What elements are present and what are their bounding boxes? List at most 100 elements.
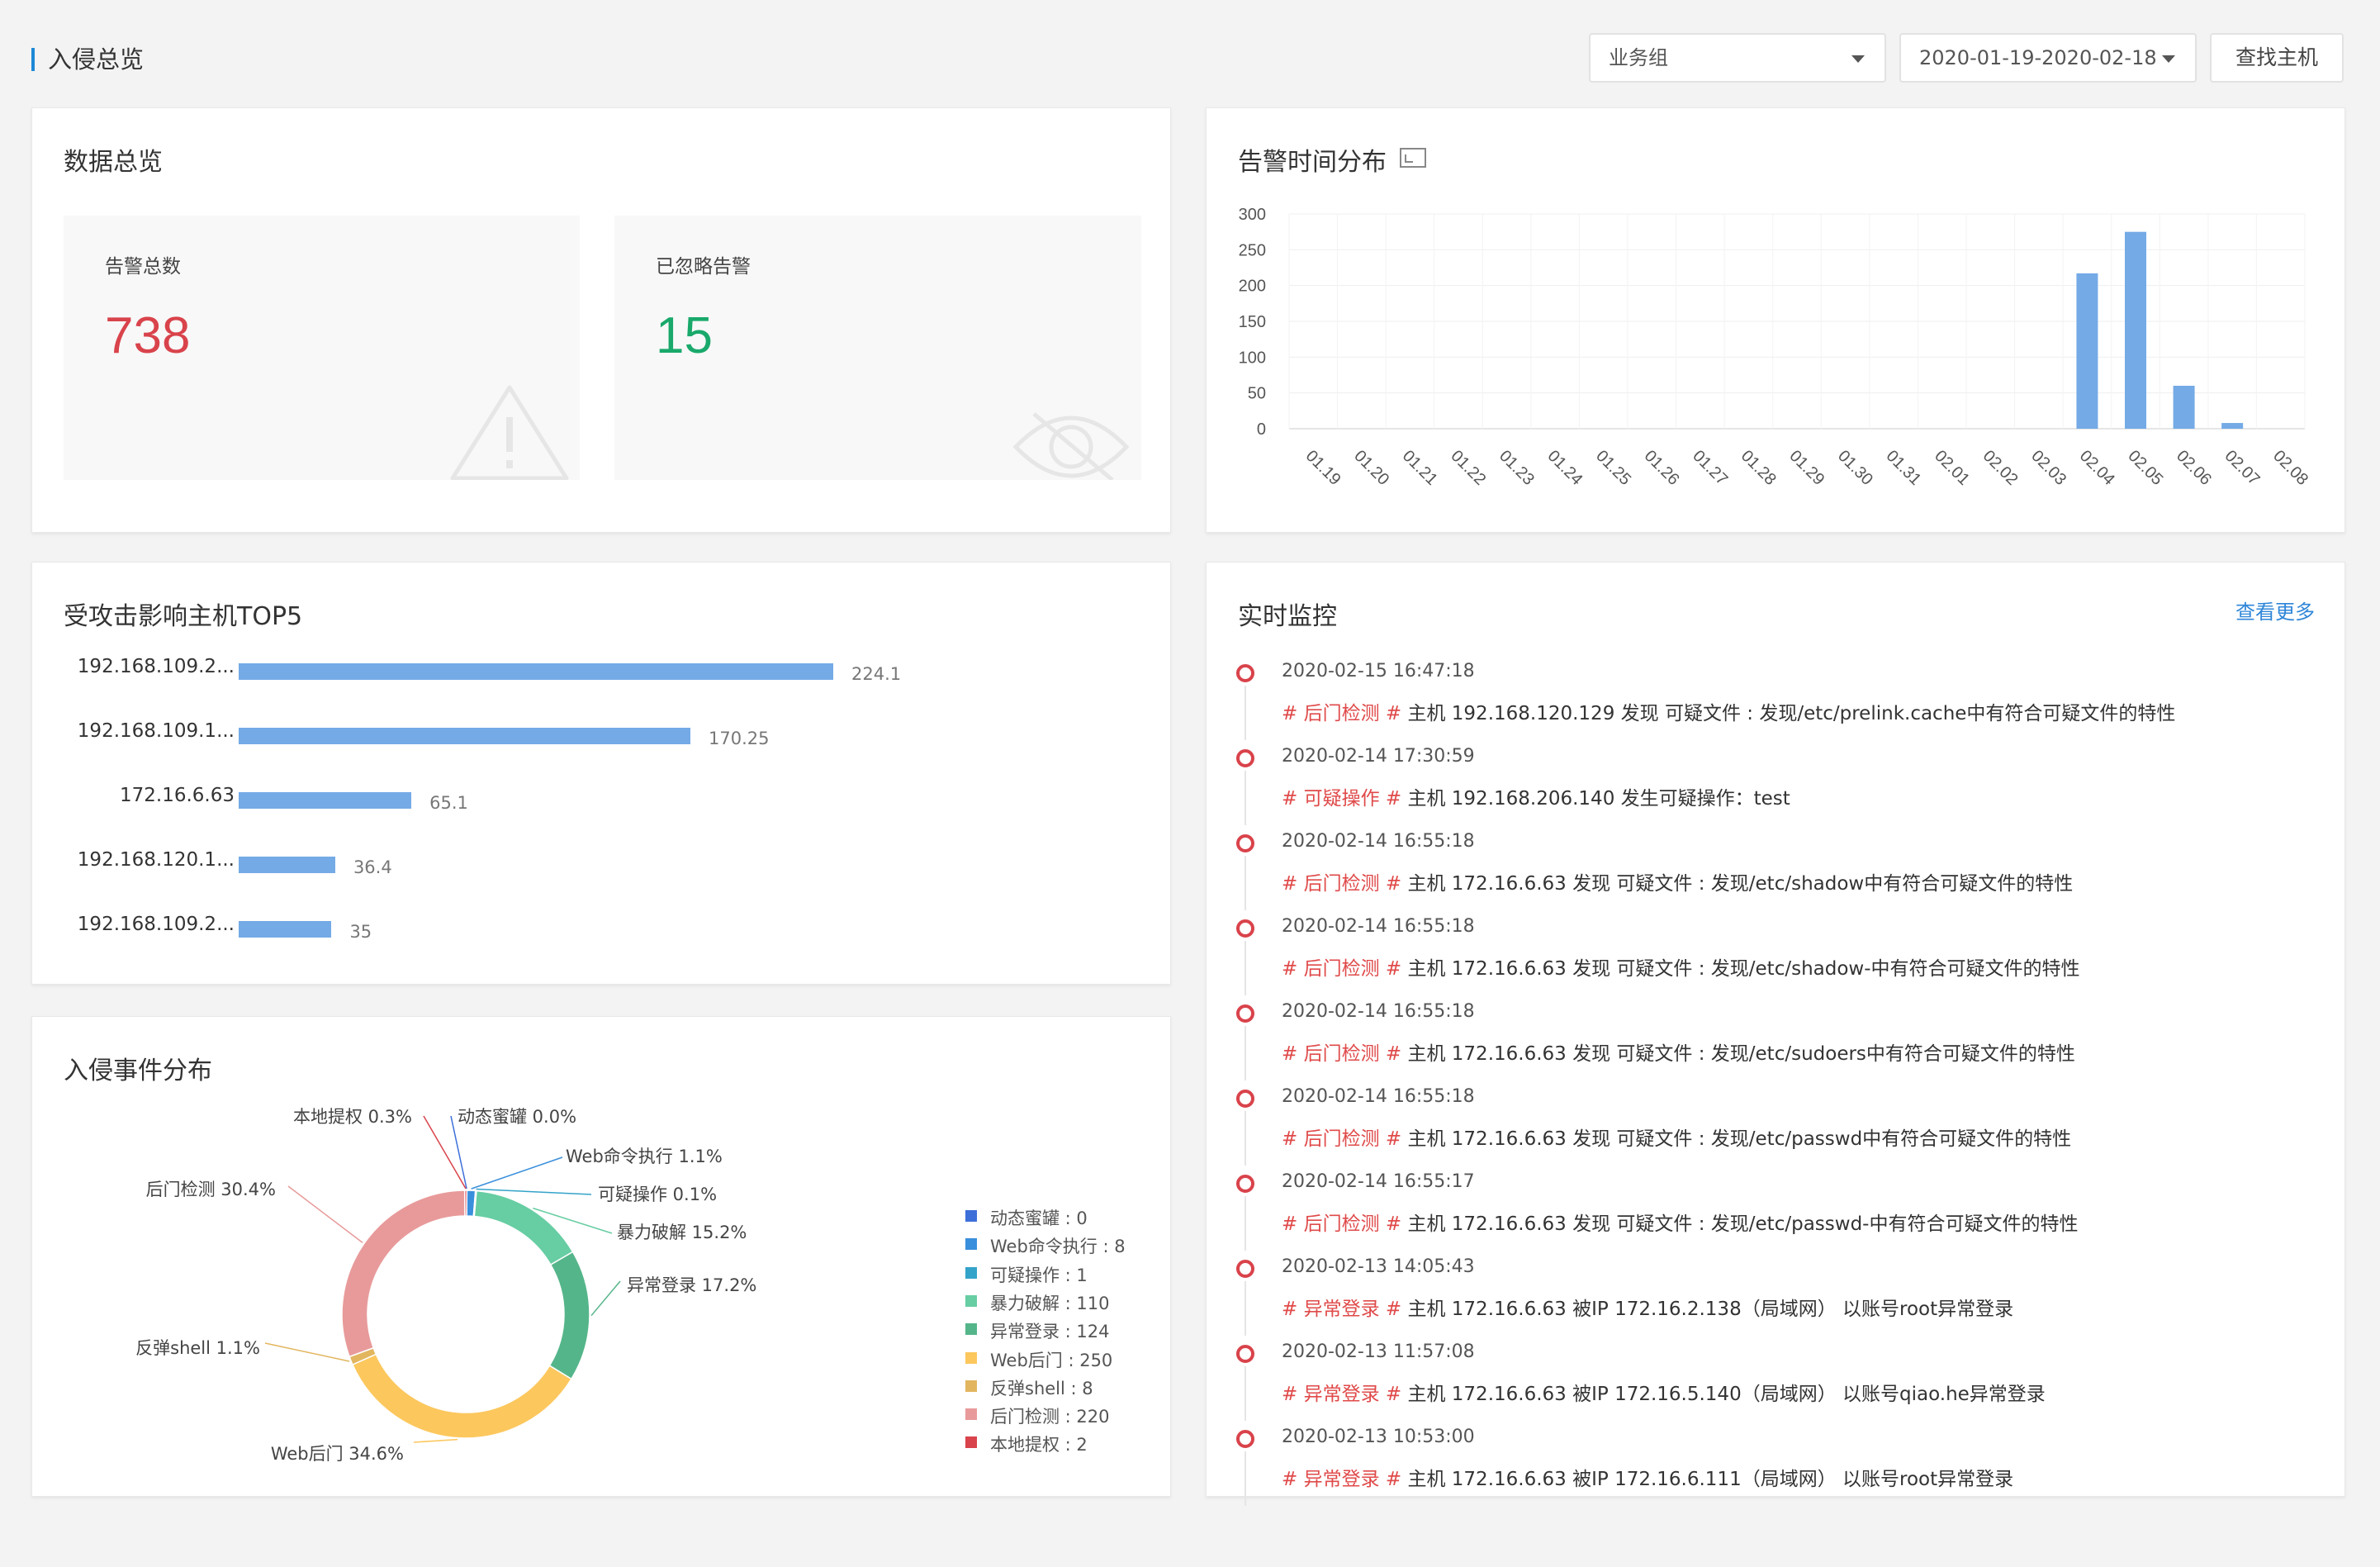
host-row: 172.16.6.63 65.1 [32,785,1172,818]
donut-label-line [471,1156,563,1189]
x-tick-label: 02.08 [2269,447,2311,489]
host-value-label: 35 [349,922,372,942]
timeline-tag[interactable]: # 异常登录 # [1282,1469,1402,1490]
x-tick-label: 01.28 [1738,447,1780,489]
legend-label: 动态蜜罐 : 0 [990,1208,1088,1228]
timeline-text: 主机 172.16.6.63 发现 可疑文件 : 发现/etc/shadow-中… [1401,958,2080,980]
timeline-message: # 异常登录 # 主机 172.16.6.63 被IP 172.16.6.111… [1282,1463,2013,1491]
timeline-item[interactable]: 2020-02-13 10:53:00 # 异常登录 # 主机 172.16.6.… [1236,1423,2310,1508]
date-range-select[interactable]: 2020-01-19-2020-02-18 [1899,33,2197,83]
x-tick-label: 01.31 [1883,447,1925,489]
overview-title: 数据总览 [64,148,163,177]
timeline-connector [1245,1366,1246,1421]
donut-label: Web命令执行 1.1% [566,1147,723,1166]
timeline-item[interactable]: 2020-02-14 16:55:18 # 后门检测 # 主机 172.16.6.… [1236,828,2310,913]
timeline-time: 2020-02-14 16:55:17 [1282,1171,1475,1192]
timeline-item[interactable]: 2020-02-14 17:30:59 # 可疑操作 # 主机 192.168.2… [1236,743,2310,828]
timeline-tag[interactable]: # 可疑操作 # [1282,788,1402,810]
chevron-down-icon [2162,55,2175,63]
top-bar: 入侵总览 业务组 2020-01-19-2020-02-18 查找主机 [0,0,2380,107]
expand-icon[interactable] [1400,148,1426,168]
y-tick-label: 300 [1239,206,1266,224]
ignored-alerts-box: 已忽略告警 15 [614,216,1141,480]
legend-swatch [965,1210,977,1222]
host-ip-label: 192.168.109.2... [77,914,235,935]
view-more-link[interactable]: 查看更多 [2235,601,2315,624]
donut-label: 反弹shell 1.1% [135,1338,260,1358]
donut-label: 本地提权 0.3% [293,1107,412,1127]
warning-icon [450,385,569,480]
page-title: 入侵总览 [31,43,144,76]
x-tick-label: 02.03 [2027,447,2069,489]
y-tick-label: 250 [1239,241,1266,259]
timeline-tag[interactable]: # 后门检测 # [1282,1128,1402,1150]
x-tick-label: 01.29 [1785,447,1828,489]
host-row: 192.168.109.1... 170.25 [32,720,1172,753]
legend-label: Web命令执行 : 8 [990,1237,1126,1257]
timeline-text: 主机 192.168.206.140 发生可疑操作：test [1401,788,1790,810]
timeline-time: 2020-02-13 11:57:08 [1282,1341,1475,1362]
legend-swatch [965,1408,977,1421]
legend-label: 暴力破解 : 110 [990,1293,1110,1313]
host-ip-label: 192.168.109.2... [77,656,235,677]
donut-label: 异常登录 17.2% [627,1275,756,1295]
legend-label: 可疑操作 : 1 [990,1265,1088,1285]
timeline-item[interactable]: 2020-02-14 16:55:18 # 后门检测 # 主机 172.16.6.… [1236,998,2310,1083]
timeline-tag[interactable]: # 后门检测 # [1282,873,1402,895]
timeline-tag[interactable]: # 异常登录 # [1282,1299,1402,1320]
timeline-connector [1245,686,1246,740]
ignored-alerts-label: 已忽略告警 [656,256,751,278]
timeline-tag[interactable]: # 后门检测 # [1282,703,1402,724]
timeline-time: 2020-02-13 14:05:43 [1282,1256,1475,1277]
donut-label-line [423,1115,467,1189]
donut-slice [351,1353,572,1439]
alert-time-card: 告警时间分布 0 50 100 150 200 250 300 01.19 01.20 01.21… [1206,107,2345,533]
x-tick-label: 01.22 [1447,447,1489,489]
host-value-label: 65.1 [429,793,468,813]
x-tick-label: 02.06 [2173,447,2215,489]
donut-label-line [590,1280,621,1317]
x-tick-label: 01.21 [1399,447,1441,489]
donut-slice [473,1189,574,1266]
donut-label-line [450,1115,467,1189]
bar [2221,423,2244,429]
donut-label: 动态蜜罐 0.0% [458,1107,576,1127]
timeline-item[interactable]: 2020-02-13 14:05:43 # 异常登录 # 主机 172.16.6.… [1236,1253,2310,1338]
donut-label-line [264,1342,350,1362]
event-dist-card: 入侵事件分布 动态蜜罐 0.0% Web命令执行 1.1% 可疑操作 0.1% 暴力破… [31,1016,1171,1497]
x-tick-label: 01.30 [1834,447,1876,489]
timeline-tag[interactable]: # 后门检测 # [1282,1043,1402,1065]
timeline-message: # 异常登录 # 主机 172.16.6.63 被IP 172.16.2.138… [1282,1293,2013,1321]
timeline-message: # 后门检测 # 主机 172.16.6.63 发现 可疑文件 : 发现/etc… [1282,1038,2075,1066]
timeline-message: # 后门检测 # 主机 172.16.6.63 发现 可疑文件 : 发现/etc… [1282,1123,2071,1151]
bar [2076,273,2098,429]
timeline-connector [1245,1451,1246,1506]
legend-swatch [965,1436,977,1449]
find-host-button[interactable]: 查找主机 [2210,33,2344,83]
timeline-message: # 后门检测 # 主机 172.16.6.63 发现 可疑文件 : 发现/etc… [1282,1208,2078,1236]
donut-label: Web后门 34.6% [271,1444,404,1464]
timeline-text: 主机 172.16.6.63 被IP 172.16.2.138（局域网） 以账号… [1401,1299,2014,1320]
total-alerts-value: 738 [105,307,191,364]
legend-label: 后门检测 : 220 [990,1407,1110,1427]
timeline-tag[interactable]: # 后门检测 # [1282,958,1402,980]
host-row: 192.168.109.2... 35 [32,914,1172,947]
y-tick-label: 100 [1239,349,1266,367]
timeline-item[interactable]: 2020-02-14 16:55:17 # 后门检测 # 主机 172.16.6.… [1236,1168,2310,1253]
timeline-item[interactable]: 2020-02-13 11:57:08 # 异常登录 # 主机 172.16.6.… [1236,1338,2310,1423]
timeline-dot-icon [1236,1260,1254,1278]
timeline-tag[interactable]: # 异常登录 # [1282,1384,1402,1405]
timeline-item[interactable]: 2020-02-15 16:47:18 # 后门检测 # 主机 192.168.1… [1236,658,2310,743]
timeline-message: # 可疑操作 # 主机 192.168.206.140 发生可疑操作：test [1282,782,1790,810]
legend-swatch [965,1238,977,1251]
timeline-tag[interactable]: # 后门检测 # [1282,1213,1402,1235]
timeline-text: 主机 172.16.6.63 发现 可疑文件 : 发现/etc/sudoers中… [1401,1043,2075,1065]
timeline-item[interactable]: 2020-02-14 16:55:18 # 后门检测 # 主机 172.16.6.… [1236,1083,2310,1168]
total-alerts-label: 告警总数 [105,256,181,278]
timeline-item[interactable]: 2020-02-14 16:55:18 # 后门检测 # 主机 172.16.6.… [1236,913,2310,998]
timeline-connector [1245,856,1246,910]
timeline-time: 2020-02-14 17:30:59 [1282,746,1475,767]
event-dist-title: 入侵事件分布 [64,1057,212,1085]
timeline-time: 2020-02-13 10:53:00 [1282,1427,1475,1447]
group-select[interactable]: 业务组 [1589,33,1886,83]
